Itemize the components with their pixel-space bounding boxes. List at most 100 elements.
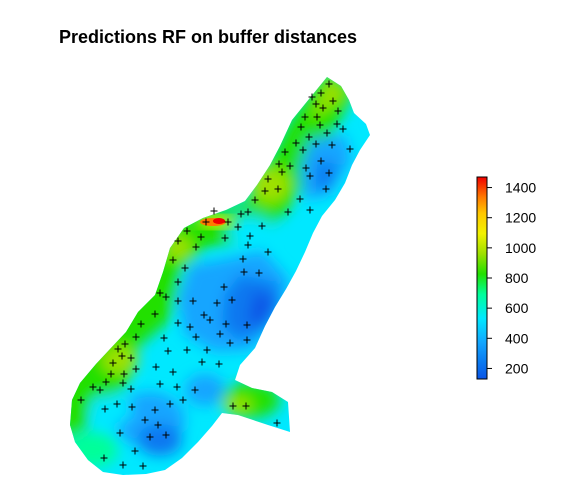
sample-point — [299, 146, 307, 154]
sample-point — [240, 268, 248, 276]
sample-point — [152, 363, 160, 371]
sample-point — [273, 419, 281, 427]
sample-point — [200, 311, 208, 319]
sample-point — [228, 296, 236, 304]
sample-point — [197, 233, 205, 241]
sample-points — [77, 80, 354, 470]
sample-point — [234, 223, 242, 231]
sample-point — [89, 383, 97, 391]
sample-point — [264, 248, 272, 256]
sample-point — [169, 368, 177, 376]
sample-point — [166, 400, 174, 408]
sample-point — [116, 429, 124, 437]
sample-point — [339, 125, 347, 133]
sample-point — [141, 416, 149, 424]
sample-point — [102, 378, 110, 386]
sample-point — [244, 208, 252, 216]
sample-point — [213, 299, 221, 307]
legend-tick-label: 1000 — [505, 240, 536, 256]
sample-point — [77, 396, 85, 404]
sample-point — [174, 319, 182, 327]
sample-point — [107, 370, 115, 378]
sample-point — [275, 160, 283, 168]
sample-point — [301, 113, 309, 121]
sample-point — [174, 297, 182, 305]
sample-point — [264, 175, 272, 183]
sample-point — [296, 195, 304, 203]
legend-tick-label: 1200 — [505, 210, 536, 226]
sample-point — [119, 461, 127, 469]
legend-colorbar — [476, 176, 488, 380]
sample-point — [121, 340, 129, 348]
sample-point — [128, 403, 136, 411]
sample-point — [114, 345, 122, 353]
sample-point — [203, 346, 211, 354]
sample-point — [319, 104, 327, 112]
sample-point — [151, 310, 159, 318]
sample-point — [210, 207, 218, 215]
sample-point — [323, 129, 331, 137]
sample-point — [189, 297, 197, 305]
sample-point — [119, 379, 127, 387]
sample-point — [202, 218, 210, 226]
sample-point — [224, 218, 232, 226]
sample-point — [191, 386, 199, 394]
sample-point — [156, 289, 164, 297]
sample-point — [164, 347, 172, 355]
sample-point — [242, 402, 250, 410]
sample-point — [174, 237, 182, 245]
sample-point — [118, 352, 126, 360]
sample-point — [329, 97, 337, 105]
sample-point — [113, 400, 121, 408]
sample-point — [183, 227, 191, 235]
sample-point — [192, 243, 200, 251]
sample-point — [109, 359, 117, 367]
sample-point — [313, 113, 321, 121]
sample-point — [306, 206, 314, 214]
sample-point — [137, 320, 145, 328]
sample-point — [328, 141, 336, 149]
sample-point — [173, 383, 181, 391]
legend-tick-label: 600 — [505, 300, 529, 316]
sample-point — [312, 140, 320, 148]
sample-point — [174, 278, 182, 286]
sample-point — [226, 339, 234, 347]
map-title: Predictions RF on buffer distances — [59, 27, 358, 47]
sample-point — [179, 396, 187, 404]
sample-point — [183, 346, 191, 354]
sample-point — [127, 385, 135, 393]
legend-tick-label: 800 — [505, 270, 529, 286]
sample-point — [160, 334, 168, 342]
sample-point — [127, 354, 135, 362]
sample-point — [243, 321, 251, 329]
sample-point — [306, 172, 314, 180]
sample-point — [162, 431, 170, 439]
sample-point — [206, 316, 214, 324]
sample-point — [333, 120, 341, 128]
sample-point — [132, 333, 140, 341]
sample-point — [246, 232, 254, 240]
sample-point — [274, 185, 282, 193]
sample-point — [151, 406, 159, 414]
sample-point — [244, 241, 252, 249]
prediction-raster — [70, 77, 370, 475]
sample-point — [255, 269, 263, 277]
sample-point — [221, 234, 229, 242]
sample-point — [317, 89, 325, 97]
sample-point — [302, 164, 310, 172]
sample-point — [120, 370, 128, 378]
sample-point — [100, 454, 108, 462]
sample-point — [181, 264, 189, 272]
sample-point — [346, 145, 354, 153]
sample-point — [101, 405, 109, 413]
sample-point — [162, 293, 170, 301]
sample-point — [220, 283, 228, 291]
sample-point — [297, 123, 305, 131]
sample-point — [258, 222, 266, 230]
sample-point — [237, 210, 245, 218]
sample-point — [239, 255, 247, 263]
sample-point — [216, 330, 224, 338]
sample-point — [308, 93, 316, 101]
sample-point — [169, 256, 177, 264]
sample-point — [146, 433, 154, 441]
